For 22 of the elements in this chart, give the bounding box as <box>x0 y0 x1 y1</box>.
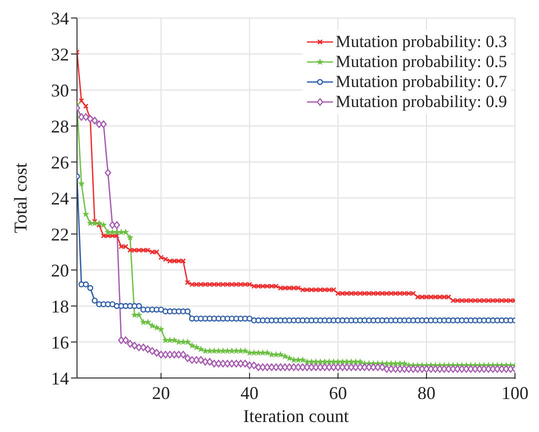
legend-label: Mutation probability: 0.9 <box>336 92 507 112</box>
y-tick-label: 20 <box>51 260 69 280</box>
y-tick-label: 18 <box>51 296 69 316</box>
y-tick-label: 16 <box>51 332 69 352</box>
x-axis-title: Iteration count <box>243 406 349 426</box>
y-tick-label: 24 <box>51 188 69 208</box>
y-tick-label: 26 <box>51 152 69 172</box>
x-tick-label: 80 <box>418 382 436 403</box>
y-axis-title: Total cost <box>10 162 30 234</box>
x-tick-label: 100 <box>502 382 528 403</box>
y-tick-label: 14 <box>51 368 69 388</box>
x-tick-label: 60 <box>329 382 348 403</box>
x-tick-label: 20 <box>152 382 170 403</box>
y-tick-label: 22 <box>51 224 69 244</box>
legend-label: Mutation probability: 0.3 <box>336 32 507 52</box>
y-tick-label: 34 <box>51 8 69 28</box>
y-tick-label: 28 <box>51 116 69 136</box>
x-tick-label: 40 <box>240 382 259 403</box>
legend-label: Mutation probability: 0.5 <box>336 52 507 72</box>
y-tick-label: 30 <box>51 80 69 100</box>
y-tick-label: 32 <box>51 44 69 64</box>
legend-label: Mutation probability: 0.7 <box>336 72 507 92</box>
